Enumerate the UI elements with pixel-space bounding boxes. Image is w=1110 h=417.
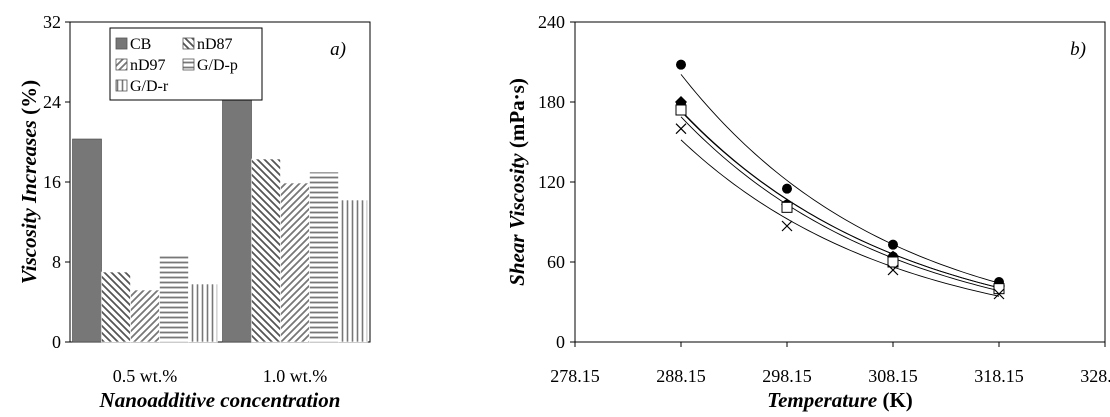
panel-a-y-tick-label: 8 — [52, 252, 61, 272]
panel-a-y-tick-label: 24 — [43, 92, 61, 112]
legend-swatch-cb — [115, 37, 128, 50]
point-series-5-4 — [993, 288, 1005, 300]
panel-b-y-tick-label: 60 — [547, 252, 565, 272]
trendline-series-1 — [680, 74, 1000, 284]
panel-b-y-tick-label: 0 — [556, 332, 565, 352]
bar-g-d-p-2 — [309, 171, 339, 343]
bar-g-d-r-2 — [338, 199, 368, 343]
panel-b-scatter-chart: b) 0 60 120 180 240 278.15 288.15 298.15 308.15… — [505, 12, 1110, 412]
point-series-4-4 — [993, 283, 1005, 295]
panel-a-y-tick-label: 16 — [43, 172, 61, 192]
bar-g-d-r-1 — [188, 283, 218, 343]
panel-a-label: a) — [330, 39, 346, 60]
legend-label-g-d-p: G/D-p — [197, 57, 238, 74]
point-series-1-3 — [888, 239, 898, 250]
panel-b-y-tick-label: 120 — [538, 172, 565, 192]
panel-b-x-tick-label: 288.15 — [656, 366, 706, 386]
panel-b-label: b) — [1070, 39, 1086, 60]
bar-nd97-1 — [130, 289, 160, 343]
panel-a-legend: CB nD87 nD97 G/D-p G/D-r — [109, 27, 263, 101]
legend-label-g-d-r: G/D-r — [130, 78, 169, 95]
trendline-series-2 — [680, 110, 1000, 289]
panel-b-y-axis-title: Shear Viscosity (mPa·s) — [505, 78, 529, 286]
panel-b-x-tick-label: 298.15 — [762, 366, 812, 386]
point-series-4-2 — [781, 201, 793, 213]
panel-b-x-axis-title-unit: (K) — [882, 388, 912, 412]
point-series-1-2 — [782, 183, 792, 194]
panel-b-y-tick-label: 240 — [538, 12, 565, 32]
panel-b-x-tick-label: 328.15 — [1080, 366, 1110, 386]
bar-nd87-1 — [101, 271, 131, 343]
bar-g-d-p-1 — [159, 253, 189, 343]
point-series-4-3 — [887, 256, 899, 268]
bar-nd87-2 — [251, 158, 281, 343]
panel-b-x-axis-title: Temperature (K) — [767, 388, 913, 412]
point-series-5-1 — [675, 123, 687, 135]
legend-swatch-nd97 — [115, 58, 128, 71]
legend-label-cb: CB — [130, 36, 151, 53]
legend-swatch-g-d-r — [115, 79, 128, 92]
panel-b-x-tick-label: 308.15 — [868, 366, 918, 386]
panel-b-y-axis-title-unit: (mPa·s) — [505, 78, 529, 148]
point-series-5-2 — [781, 220, 793, 232]
panel-a-x-tick-label: 1.0 wt.% — [263, 366, 328, 386]
panel-a-y-tick-label: 0 — [52, 332, 61, 352]
bar-cb-1 — [72, 138, 102, 343]
bar-nd97-2 — [280, 182, 310, 343]
panel-b-plot-frame — [574, 21, 1106, 343]
legend-label-nd87: nD87 — [197, 36, 233, 53]
legend-swatch-nd87 — [182, 37, 195, 50]
point-series-5-3 — [887, 264, 899, 276]
panel-a-y-tick-label: 32 — [43, 12, 61, 32]
trendline-series-4 — [680, 116, 1000, 292]
panel-a-y-axis-title-main: Viscosity Increases — [17, 120, 41, 284]
panel-a-y-axis-title-unit: (%) — [17, 80, 41, 115]
panel-b-x-tick-label: 318.15 — [974, 366, 1024, 386]
panel-a-y-axis-title: Viscosity Increases (%) — [17, 80, 41, 284]
panel-b-x-tick-label: 278.15 — [550, 366, 600, 386]
panel-a-bar-chart: a) 0 8 16 24 32 0.5 wt.% 1.0 wt.% CB nD87 nD97 G… — [17, 12, 371, 412]
point-series-4-1 — [675, 104, 687, 116]
panel-a-x-axis-title: Nanoadditive concentration — [99, 388, 341, 412]
legend-swatch-g-d-p — [182, 58, 195, 71]
panel-b-x-axis-title-main: Temperature — [767, 388, 877, 412]
point-series-1-1 — [676, 59, 686, 70]
trendline-series-5 — [680, 139, 1000, 297]
legend-label-nd97: nD97 — [130, 57, 166, 74]
panel-a-x-tick-label: 0.5 wt.% — [113, 366, 178, 386]
panel-b-y-axis-title-main: Shear Viscosity — [505, 153, 529, 286]
trendline-series-3 — [680, 110, 1000, 289]
panel-b-y-tick-label: 180 — [538, 92, 565, 112]
